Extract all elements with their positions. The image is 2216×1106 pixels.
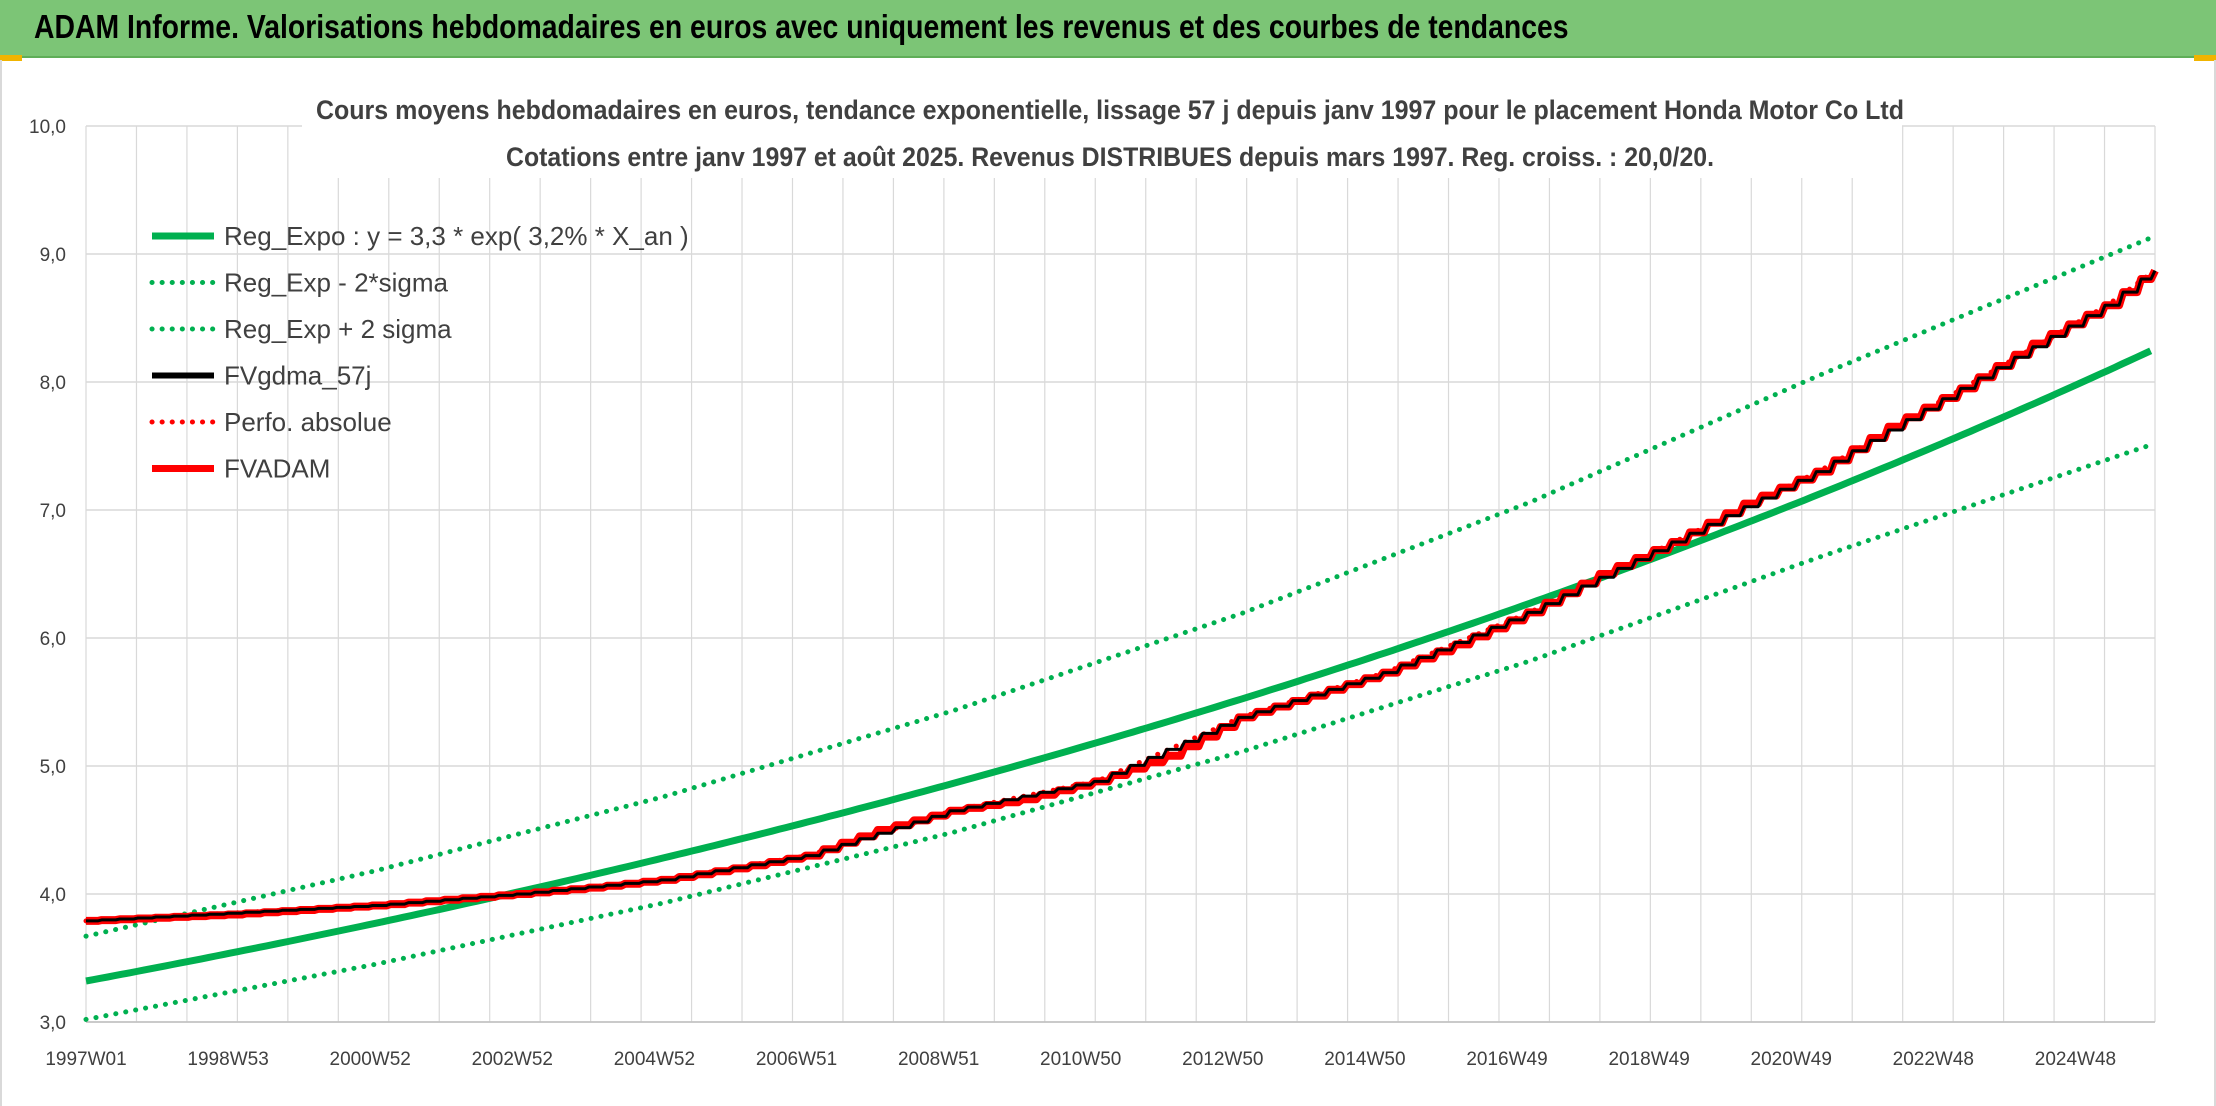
y-tick-label: 10,0 (29, 117, 66, 138)
x-tick-label: 2012W50 (1182, 1049, 1263, 1070)
report-banner: ADAM Informe. Valorisations hebdomadaire… (0, 0, 2216, 58)
x-tick-label: 2000W52 (330, 1049, 411, 1070)
legend-label: Reg_Exp + 2 sigma (224, 314, 452, 344)
x-tick-label: 2014W50 (1324, 1049, 1405, 1070)
legend-label: Reg_Expo : y = 3,3 * exp( 3,2% * X_an ) (224, 221, 689, 251)
x-tick-label: 2008W51 (898, 1049, 979, 1070)
chart-frame: 3,0 4,0 5,0 6,0 7,0 8,0 9,0 10,0 1997W01 1998W53 2… (0, 60, 2216, 1106)
chart-title-line-1: Cours moyens hebdomadaires en euros, ten… (316, 95, 1904, 125)
axis-layer: 3,0 4,0 5,0 6,0 7,0 8,0 9,0 10,0 1997W01 1998W53 2… (29, 117, 2155, 1070)
y-tick-label: 5,0 (40, 757, 66, 778)
x-tick-label: 2004W52 (614, 1049, 695, 1070)
x-tick-label: 1997W01 (45, 1049, 126, 1070)
legend-label: FVgdma_57j (224, 361, 371, 391)
x-tick-label: 2022W48 (1893, 1049, 1974, 1070)
legend-label: FVADAM (224, 454, 330, 484)
y-tick-label: 8,0 (40, 373, 66, 394)
y-tick-label: 7,0 (40, 501, 66, 522)
x-tick-label: 2010W50 (1040, 1049, 1121, 1070)
x-tick-label: 2006W51 (756, 1049, 837, 1070)
series-line-fvadam (86, 268, 2159, 925)
series-line-reg-expo-y-3-3-exp-3-2-x-an (85, 347, 2153, 985)
y-tick-label: 6,0 (40, 629, 66, 650)
series-line-perfo-absolue (83, 271, 2154, 924)
x-tick-label: 2016W49 (1466, 1049, 1547, 1070)
series-layer (83, 235, 2159, 1022)
grid-layer (85, 125, 2156, 1023)
banner-corner-marker-right (2194, 55, 2216, 61)
x-tick-label: 1998W53 (187, 1049, 268, 1070)
chart-title-line-2: Cotations entre janv 1997 et août 2025. … (506, 142, 1714, 172)
legend-label: Reg_Exp - 2*sigma (224, 268, 449, 298)
x-tick-label: 2024W48 (2035, 1049, 2116, 1070)
legend-label: Perfo. absolue (224, 407, 392, 437)
x-tick-label: 2002W52 (472, 1049, 553, 1070)
chart-title-background (302, 86, 1902, 178)
x-tick-label: 2018W49 (1608, 1049, 1689, 1070)
y-tick-label: 4,0 (40, 885, 66, 906)
report-title: ADAM Informe. Valorisations hebdomadaire… (34, 8, 1569, 45)
y-tick-label: 9,0 (40, 245, 66, 266)
chart-svg: 3,0 4,0 5,0 6,0 7,0 8,0 9,0 10,0 1997W01 1998W53 2… (29, 86, 2159, 1070)
chart-title-block: Cours moyens hebdomadaires en euros, ten… (302, 86, 1904, 178)
x-tick-label: 2020W49 (1751, 1049, 1832, 1070)
chart-legend: Reg_Expo : y = 3,3 * exp( 3,2% * X_an ) R… (149, 221, 689, 484)
series-line-reg-exp-2-sigma (83, 235, 2154, 939)
series-line-fvgdma-57j (86, 269, 2157, 923)
series-line-reg-exp-2-sigma (83, 442, 2154, 1022)
y-tick-label: 3,0 (40, 1013, 66, 1034)
banner-corner-marker-left (0, 55, 22, 61)
